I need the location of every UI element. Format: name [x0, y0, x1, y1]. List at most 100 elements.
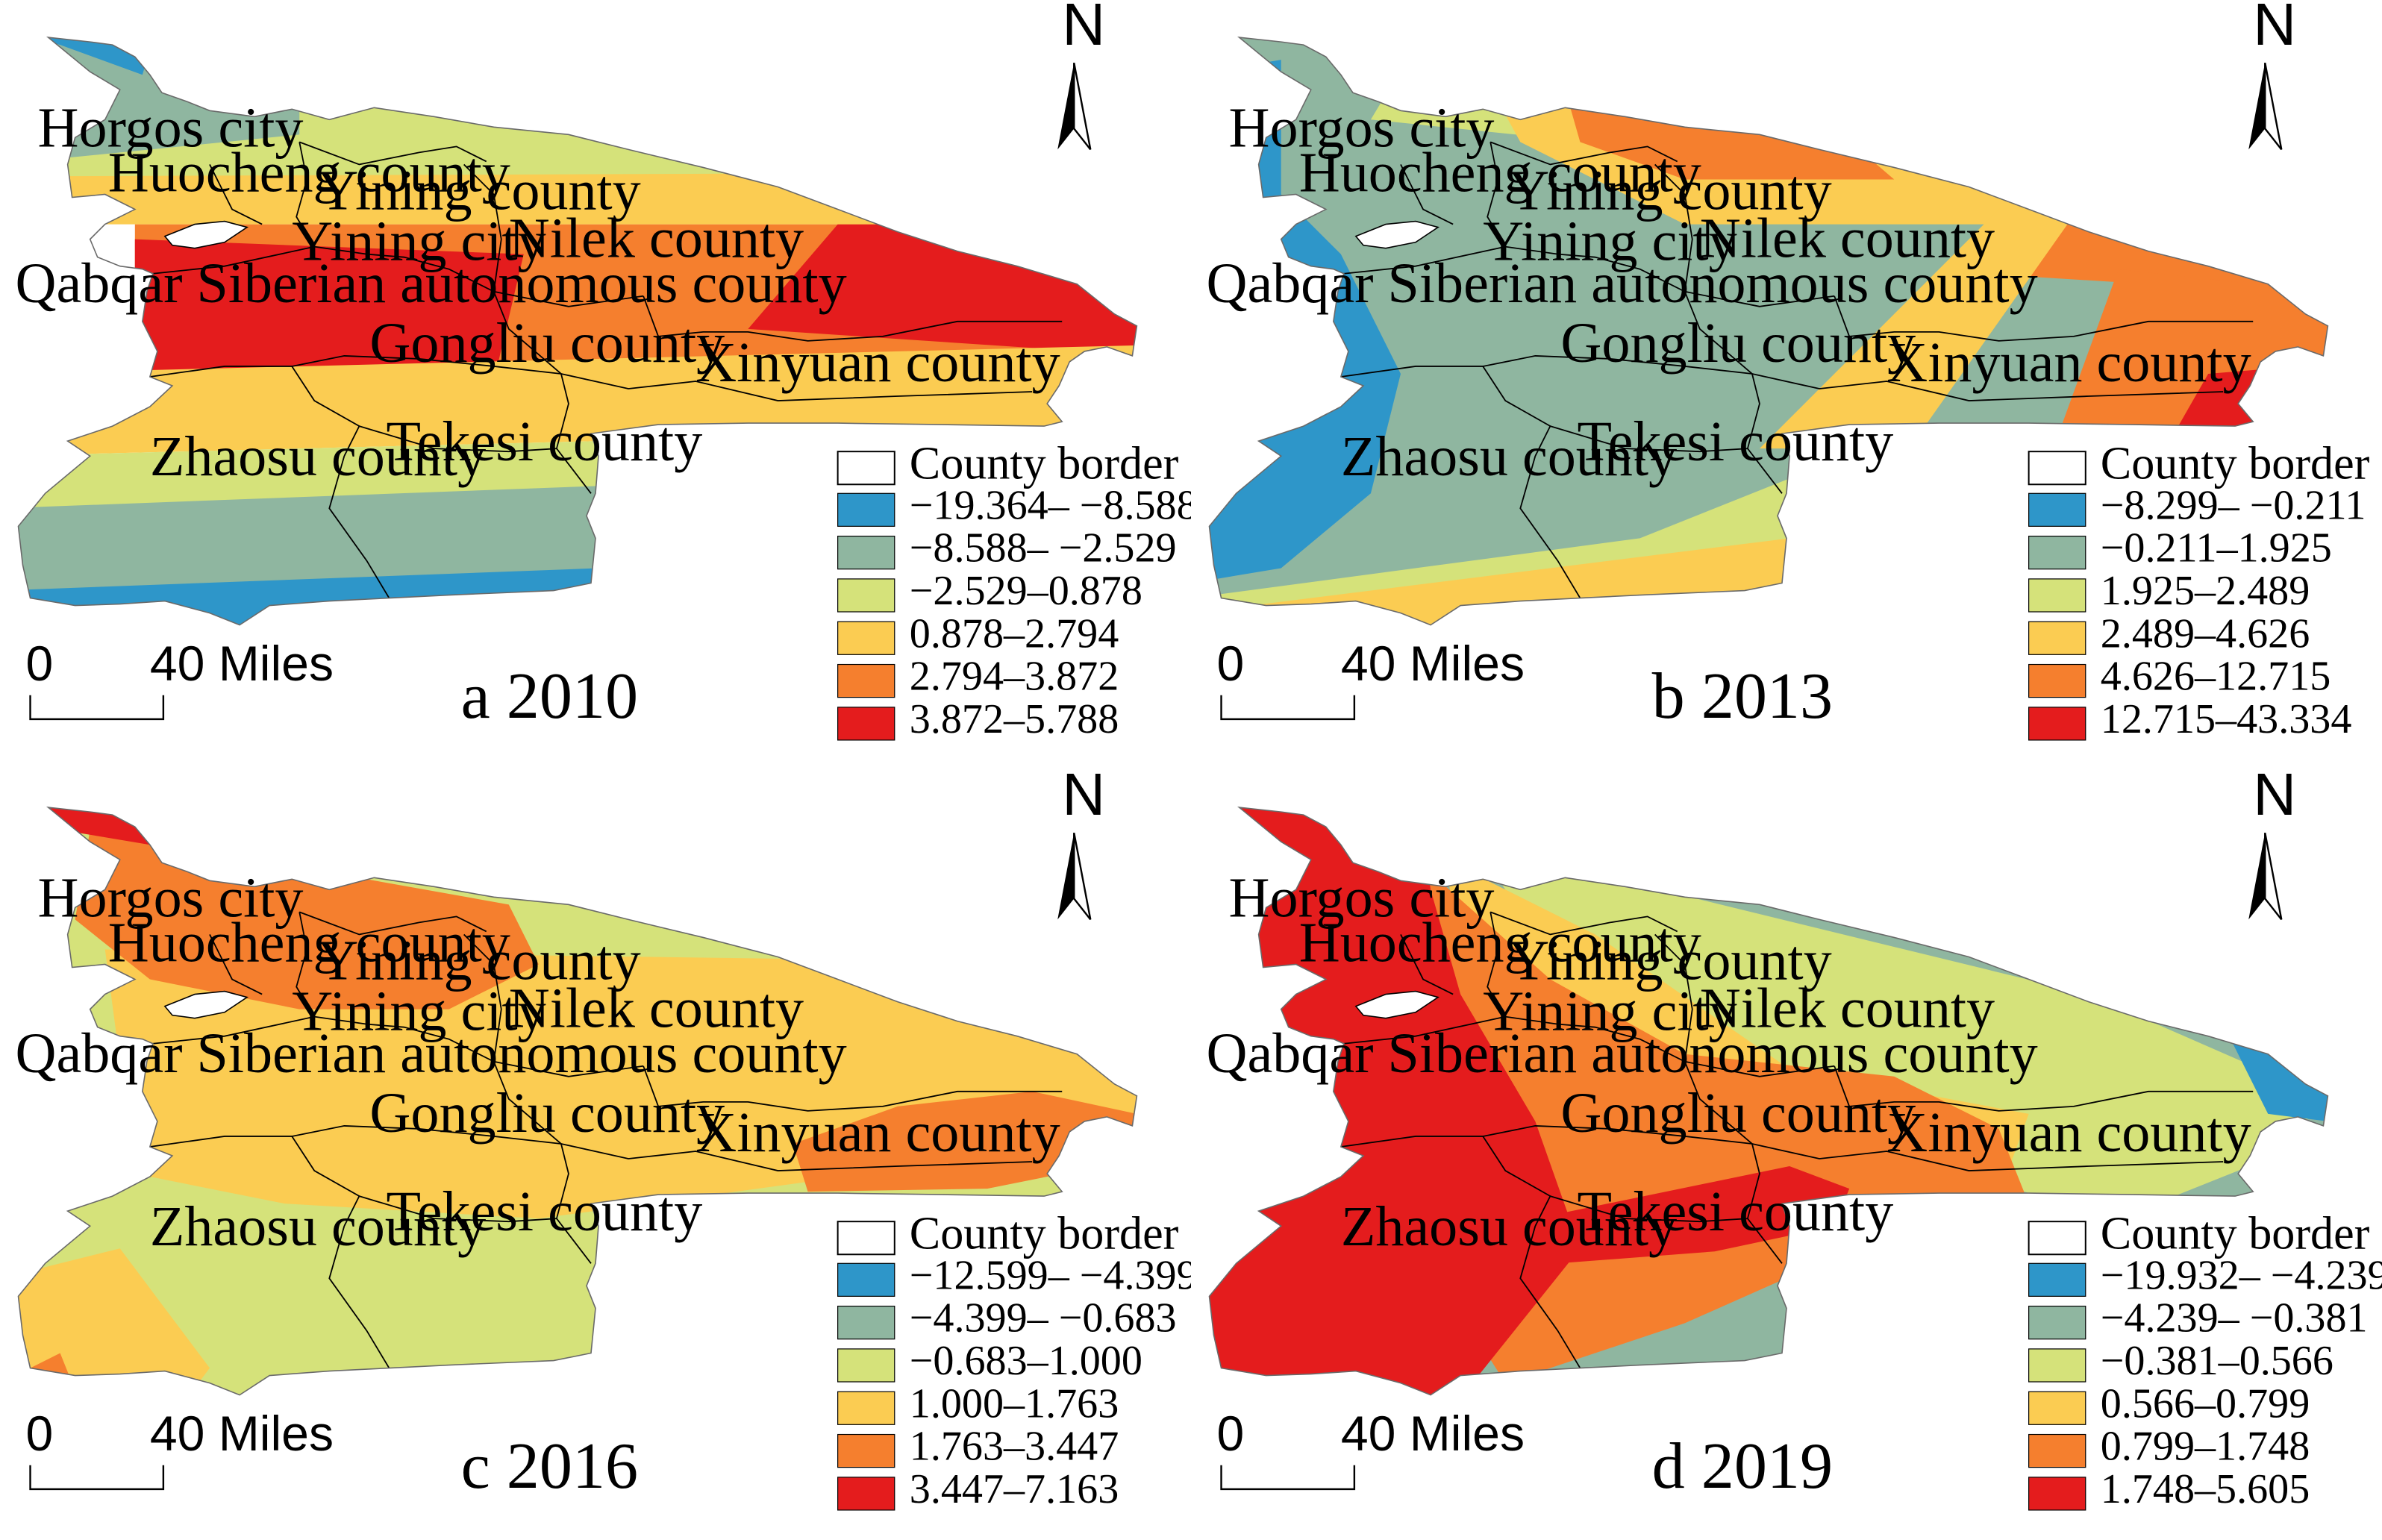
map-panel-2: Horgos city Huocheng county Yining county Y… [1191, 0, 2382, 770]
legend-swatch [837, 663, 895, 698]
county-label-yining_city: Yining city [1483, 210, 1737, 273]
county-border-line [1482, 1136, 1551, 1227]
county-border-line [209, 164, 263, 225]
legend-swatch [837, 1391, 895, 1425]
county-border-line [152, 1015, 315, 1045]
region-outline [17, 37, 1138, 626]
county-border-line [1505, 245, 1835, 307]
legend-entry: −4.239– −0.381 [2101, 1295, 2368, 1342]
panel-label: d 2019 [1652, 1430, 1833, 1503]
county-border-line [1751, 1143, 2224, 1171]
county-border-line [1343, 1015, 1506, 1045]
legend-swatch [2028, 1433, 2086, 1468]
legend-swatch [2028, 1262, 2086, 1297]
county-label-tekesi: Tekesi county [386, 1180, 702, 1243]
county-label-yining_city: Yining city [1483, 980, 1737, 1043]
county-border-line [291, 366, 360, 457]
county-label-horgos: Horgos city [1229, 866, 1495, 929]
lake-shape [163, 220, 249, 249]
legend-entry: 0.566–0.799 [2101, 1380, 2310, 1427]
county-label-gongliu: Gongliu county [369, 1082, 725, 1145]
county-label-qabqar: Qabqar Siberian autonomous county [15, 1022, 846, 1085]
north-label: N [2253, 770, 2296, 827]
value-zone [2028, 90, 2328, 299]
county-border-line [1400, 164, 1454, 225]
legend-swatch [837, 578, 895, 613]
map-panel-4: Horgos city Huocheng county Yining county Y… [1191, 770, 2382, 1540]
county-border-line [1834, 1065, 2254, 1112]
county-label-qabqar: Qabqar Siberian autonomous county [15, 252, 846, 315]
county-border-line [643, 1065, 1063, 1112]
county-border-line [328, 455, 390, 599]
legend-swatch [837, 1262, 895, 1297]
legend-swatch [2028, 492, 2086, 527]
county-border-line [1400, 934, 1454, 995]
scale-bar: 0 40 Miles [1217, 636, 1525, 721]
county-border-line [1746, 373, 1783, 494]
legend-entry: 0.878–2.794 [910, 610, 1119, 657]
county-label-huocheng: Huocheng county [1299, 141, 1701, 204]
scale-distance: 40 Miles [1341, 636, 1525, 692]
legend-entry: −0.211–1.925 [2101, 525, 2332, 572]
legend-entry: −8.299– −0.211 [2101, 482, 2366, 528]
scale-bar: 0 40 Miles [1217, 1406, 1525, 1491]
county-border-line [152, 245, 315, 275]
county-label-qabqar: Qabqar Siberian autonomous county [1206, 252, 2037, 315]
legend-swatch [2028, 707, 2086, 741]
scale-zero: 0 [1217, 636, 1245, 692]
value-zone [18, 37, 165, 75]
county-label-huocheng: Huocheng county [108, 911, 510, 974]
county-label-huocheng: Huocheng county [108, 141, 510, 204]
panel-label: c 2016 [461, 1430, 638, 1503]
county-border-line [1684, 291, 1753, 375]
county-label-zhaosu: Zhaosu county [150, 425, 486, 488]
county-label-zhaosu: Zhaosu county [1341, 425, 1677, 488]
legend-swatch [837, 1433, 895, 1468]
lake-shape [1354, 220, 1440, 249]
county-border-line [1550, 1195, 1748, 1223]
north-arrow-icon: N [2248, 770, 2296, 921]
county-border-line [643, 295, 1063, 342]
county-label-yining_county: Yining county [1508, 930, 1831, 992]
county-border-line [555, 1143, 592, 1264]
legend-title: County border [910, 438, 1179, 489]
legend-swatch [2028, 1348, 2086, 1383]
legend-swatch [837, 707, 895, 741]
scale-zero: 0 [26, 1406, 54, 1462]
value-zone [1209, 807, 1581, 1395]
legend-swatch [837, 1348, 895, 1383]
county-border-line [1482, 366, 1551, 457]
north-label: N [1062, 770, 1105, 827]
legend-entry: −19.932– −4.239 [2101, 1252, 2382, 1298]
county-border-line [149, 1125, 562, 1148]
region-outline [1208, 807, 2329, 1396]
county-border-line [1654, 163, 1693, 292]
panel-label: a 2010 [461, 660, 638, 733]
north-label: N [2253, 0, 2296, 57]
county-border-line [1684, 1061, 1753, 1145]
county-border-line [1343, 245, 1506, 275]
county-label-nilek: Nilek county [1700, 207, 1995, 270]
county-border-line [298, 141, 487, 166]
legend-swatch [837, 492, 895, 527]
region-outline [17, 807, 1138, 1396]
legend-swatch [837, 535, 895, 570]
county-border-line [298, 911, 487, 936]
county-border-line [1654, 933, 1693, 1062]
county-label-nilek: Nilek county [1700, 977, 1995, 1040]
value-zone [1535, 1166, 1850, 1264]
legend-swatch [2028, 1305, 2086, 1340]
legend-swatch [837, 1477, 895, 1511]
legend-entry: −0.381–0.566 [2101, 1338, 2333, 1384]
county-label-tekesi: Tekesi county [1577, 1180, 1893, 1243]
scale-zero: 0 [1217, 1406, 1245, 1462]
county-label-tekesi: Tekesi county [386, 410, 702, 473]
county-label-yining_county: Yining county [317, 930, 640, 992]
county-border-line [359, 425, 557, 453]
county-border-line [1489, 911, 1678, 936]
county-border-line [1340, 355, 1753, 378]
county-label-gongliu: Gongliu county [1560, 312, 1916, 375]
